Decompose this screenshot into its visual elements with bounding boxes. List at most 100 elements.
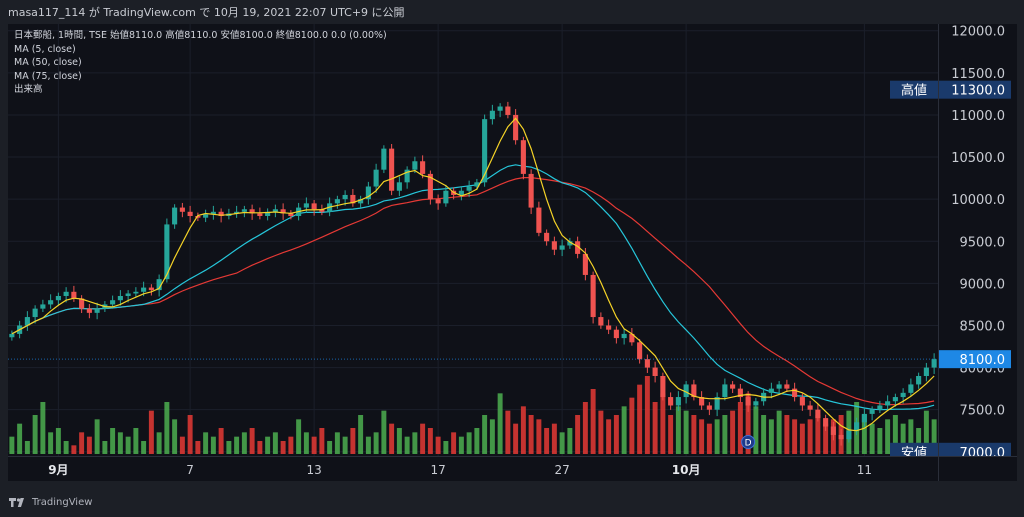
candle-body xyxy=(55,296,61,301)
volume-bar xyxy=(528,415,534,454)
time-axis-svg: 9月713172710月1118 xyxy=(48,463,1024,477)
price-tick-label: 7500.0 xyxy=(960,404,1006,419)
volume-bar xyxy=(458,436,464,454)
candle-body xyxy=(691,384,697,398)
chart-pane[interactable]: D 高値 安値 xyxy=(8,24,938,456)
candle-body xyxy=(195,216,201,218)
candle-body xyxy=(218,211,224,216)
volume-bar xyxy=(590,389,596,454)
time-tick-label: 27 xyxy=(554,463,569,477)
volume-bar xyxy=(195,441,201,454)
current-price-badge: 8100.0 xyxy=(960,353,1006,368)
volume-bar xyxy=(218,428,224,454)
candle-body xyxy=(94,308,100,313)
volume-bar xyxy=(63,441,69,454)
volume-bar xyxy=(489,419,495,454)
high-price-badge-bg xyxy=(939,80,1011,99)
candle-body xyxy=(923,367,929,376)
candle-body xyxy=(877,405,883,410)
volume-bar xyxy=(203,432,209,454)
time-tick-label: 13 xyxy=(306,463,321,477)
candle-body xyxy=(753,401,759,406)
brand-footer[interactable]: TradingView xyxy=(8,496,92,508)
volume-bar xyxy=(334,432,340,454)
price-tick-label: 9000.0 xyxy=(960,277,1006,292)
volume-bar xyxy=(885,419,891,454)
candle-body xyxy=(303,203,309,208)
volume-bar xyxy=(559,432,565,454)
volume-bar xyxy=(350,428,356,454)
candle-body xyxy=(443,190,449,204)
price-tick-label: 11000.0 xyxy=(951,109,1005,124)
candle-body xyxy=(699,397,705,406)
volume-bar xyxy=(551,423,557,454)
time-tick-label: 11 xyxy=(857,463,872,477)
volume-bar xyxy=(9,436,15,454)
candle-body xyxy=(807,405,813,410)
time-tick-label: 10月 xyxy=(672,463,701,477)
candle-body xyxy=(427,173,433,200)
volume-bar xyxy=(156,432,162,454)
time-tick-label: 17 xyxy=(430,463,445,477)
volume-bar xyxy=(815,415,821,454)
volume-bar xyxy=(79,432,85,454)
volume-bar xyxy=(606,419,612,454)
volume-bar xyxy=(141,441,147,454)
candle-body xyxy=(110,300,116,305)
legend-ma5[interactable]: MA (5, close) xyxy=(14,43,76,55)
volume-bar xyxy=(706,423,712,454)
volume-bar xyxy=(94,419,100,454)
volume-bar xyxy=(792,419,798,454)
candle-body xyxy=(567,241,573,246)
time-axis[interactable]: 9月713172710月1118 xyxy=(8,456,1024,481)
candle-body xyxy=(133,291,139,294)
volume-bar xyxy=(241,432,247,454)
candle-body xyxy=(249,209,255,214)
candle-body xyxy=(575,241,581,254)
candle-body xyxy=(48,300,54,305)
candle-body xyxy=(784,384,790,389)
time-tick-label: 7 xyxy=(186,463,194,477)
volume-bar xyxy=(102,441,108,454)
volume-bar xyxy=(807,419,813,454)
volume-bar xyxy=(668,415,674,454)
legend-volume[interactable]: 出来高 xyxy=(14,84,43,95)
legend-ma50[interactable]: MA (50, close) xyxy=(14,57,82,68)
dividend-marker-label: D xyxy=(745,439,752,449)
volume-bar xyxy=(48,432,54,454)
volume-bar xyxy=(381,410,387,454)
price-axis[interactable]: 12000.0 11500.0 11000.0 10500.0 10000.0 9500.… xyxy=(938,24,1017,461)
candle-body xyxy=(420,161,426,174)
candle-body xyxy=(559,245,565,250)
candle-body xyxy=(637,342,643,360)
price-tick-label: 10000.0 xyxy=(951,193,1005,208)
candle-body xyxy=(892,397,898,402)
tradingview-logo-icon xyxy=(9,498,24,507)
low-label-tag-bg xyxy=(890,442,938,456)
candle-body xyxy=(334,199,340,204)
volume-bar xyxy=(210,436,216,454)
candle-body xyxy=(489,110,495,120)
volume-bar xyxy=(923,410,929,454)
volume-bar xyxy=(613,415,619,454)
volume-bar xyxy=(753,406,759,454)
candle-body xyxy=(117,296,123,301)
legend-ma75[interactable]: MA (75, close) xyxy=(14,70,82,82)
price-axis-svg: 12000.0 11500.0 11000.0 10500.0 10000.0 9500.… xyxy=(939,25,1011,461)
volume-bar xyxy=(823,423,829,454)
candle-body xyxy=(714,397,720,410)
brand-name: TradingView xyxy=(32,496,93,508)
candle-body xyxy=(396,182,402,191)
volume-bar xyxy=(365,436,371,454)
volume-bar xyxy=(427,428,433,454)
candle-body xyxy=(350,194,356,204)
candle-body xyxy=(179,207,185,212)
volume-bar xyxy=(17,423,23,454)
candle-body xyxy=(652,367,658,376)
volume-bar xyxy=(931,419,937,454)
candle-body xyxy=(830,426,836,435)
chart-legend: 日本郵船, 1時間, TSE 始値8110.0 高値8110.0 安値8100.… xyxy=(14,29,387,97)
candle-body xyxy=(358,199,364,204)
volume-bar xyxy=(644,376,650,454)
